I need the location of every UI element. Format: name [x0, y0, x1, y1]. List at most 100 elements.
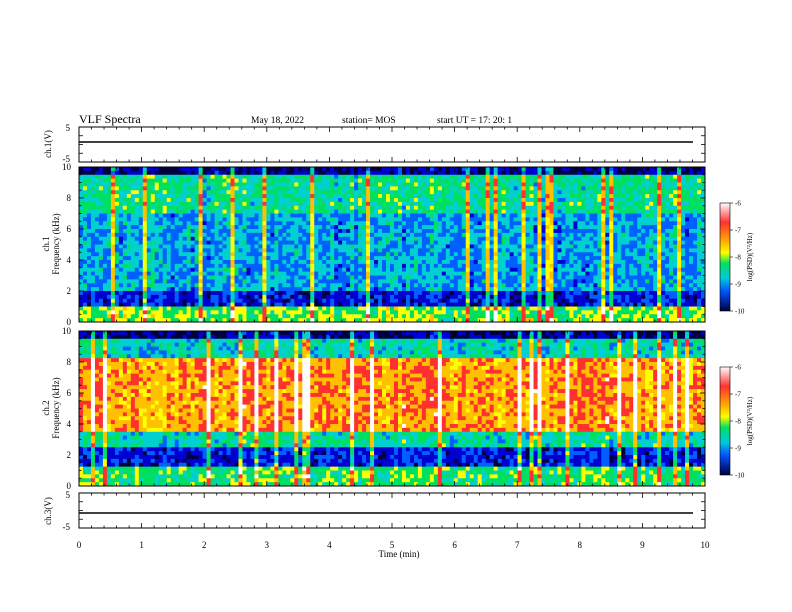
- spectrogram-cell: [521, 256, 526, 261]
- spectrogram-cell: [358, 174, 363, 180]
- spectrogram-cell: [226, 186, 231, 191]
- spectrogram-cell: [186, 263, 192, 269]
- spectrogram-cell: [453, 229, 459, 234]
- spectrogram-cell: [549, 294, 554, 300]
- spectrogram-cell: [445, 178, 451, 183]
- spectrogram-cell: [226, 229, 231, 234]
- spectrogram-cell: [262, 275, 267, 280]
- spectrogram-cell: [114, 256, 120, 261]
- date-label: May 18, 2022: [251, 116, 304, 126]
- spectrogram-cell: [541, 217, 546, 222]
- spectrogram-cell: [473, 252, 479, 257]
- spectrogram-cell: [346, 302, 351, 307]
- spectrogram-cell: [545, 213, 550, 218]
- spectrogram-cell: [94, 318, 100, 323]
- spectrogram-cell: [206, 194, 211, 199]
- spectrogram-cell: [94, 271, 100, 276]
- spectrogram-cell: [106, 221, 112, 226]
- spectrogram-cell: [485, 201, 491, 207]
- spectrogram-cell: [114, 314, 120, 319]
- spectrogram-cell: [218, 267, 223, 273]
- spectrogram-cell: [238, 178, 243, 183]
- spectrogram-cell: [334, 275, 339, 280]
- spectrogram-cell: [485, 314, 491, 319]
- spectrogram-cell: [150, 236, 156, 242]
- spectrogram-cell: [122, 198, 128, 203]
- spectrogram-cell: [509, 201, 515, 207]
- spectrogram-cell: [382, 298, 387, 304]
- spectrogram-cell: [386, 275, 391, 280]
- spectrogram-cell: [202, 221, 207, 226]
- spectrogram-cell: [378, 174, 383, 180]
- spectrogram-cell: [549, 167, 554, 172]
- spectrogram-cell: [274, 260, 279, 265]
- spectrogram-cell: [342, 217, 347, 222]
- spectrogram-cell: [338, 213, 343, 218]
- spectrogram-cell: [477, 275, 483, 280]
- spectrogram-cell: [294, 198, 299, 203]
- spectrogram-cell: [505, 294, 511, 300]
- spectrogram-cell: [374, 174, 379, 180]
- spectrogram-cell: [162, 302, 168, 307]
- spectrogram-cell: [401, 229, 407, 234]
- spectrogram-cell: [226, 306, 231, 311]
- spectrogram-cell: [118, 244, 124, 249]
- spectrogram-cell: [429, 283, 435, 288]
- spectrogram-cell: [421, 190, 427, 195]
- spectrogram-cell: [222, 318, 227, 323]
- spectrogram-cell: [521, 178, 526, 183]
- spectrogram-cell: [138, 252, 144, 257]
- spectrogram-cell: [118, 275, 124, 280]
- spectrogram-cell: [126, 248, 132, 253]
- spectrogram-cell: [238, 271, 243, 276]
- spectrogram-cell: [477, 229, 483, 234]
- spectrogram-cell: [150, 294, 156, 300]
- spectrogram-cell: [489, 298, 495, 304]
- spectrogram-cell: [90, 198, 96, 203]
- spectrogram-cell: [306, 240, 311, 245]
- spectrogram-cell: [497, 209, 503, 214]
- spectrogram-cell: [82, 217, 88, 222]
- spectrogram-cell: [206, 221, 211, 226]
- spectrogram-cell: [210, 283, 215, 288]
- spectrogram-cell: [370, 279, 375, 284]
- spectrogram-cell: [497, 287, 503, 292]
- spectrogram-cell: [358, 225, 363, 230]
- spectrogram-cell: [194, 240, 200, 245]
- spectrogram-cell: [413, 225, 419, 230]
- spectrogram-cell: [330, 279, 335, 284]
- spectrogram-cell: [382, 213, 387, 218]
- spectrogram-cell: [409, 306, 415, 311]
- spectrogram-cell: [517, 298, 522, 304]
- spectrogram-cell: [278, 260, 283, 265]
- spectrogram-cell: [505, 279, 511, 284]
- spectrogram-cell: [525, 244, 530, 249]
- spectrogram-cell: [110, 186, 116, 191]
- spectrogram-cell: [433, 240, 439, 245]
- spectrogram-cell: [274, 205, 279, 211]
- spectrogram-cell: [374, 221, 379, 226]
- spectrogram-cell: [378, 240, 383, 245]
- spectrogram-cell: [326, 248, 331, 253]
- spectrogram-cell: [130, 174, 136, 180]
- spectrogram-cell: [533, 263, 538, 269]
- spectrogram-cell: [541, 229, 546, 234]
- spectrogram-cell: [218, 205, 223, 211]
- spectrogram-cell: [461, 302, 467, 307]
- spectrogram-cell: [437, 287, 443, 292]
- spectrogram-cell: [102, 248, 108, 253]
- spectrogram-cell: [469, 205, 475, 211]
- spectrogram-cell: [469, 182, 475, 187]
- spectrogram-cell: [166, 271, 172, 276]
- spectrogram-cell: [150, 283, 156, 288]
- spectrogram-cell: [445, 302, 451, 307]
- spectrogram-cell: [485, 302, 491, 307]
- spectrogram-cell: [246, 221, 251, 226]
- spectrogram-cell: [286, 186, 291, 191]
- spectrogram-cell: [553, 275, 558, 280]
- spectrogram-cell: [166, 291, 172, 296]
- spectrogram-cell: [477, 298, 483, 304]
- spectrogram-cell: [122, 213, 128, 218]
- spectrogram-cell: [330, 178, 335, 183]
- spectrogram-cell: [150, 263, 156, 269]
